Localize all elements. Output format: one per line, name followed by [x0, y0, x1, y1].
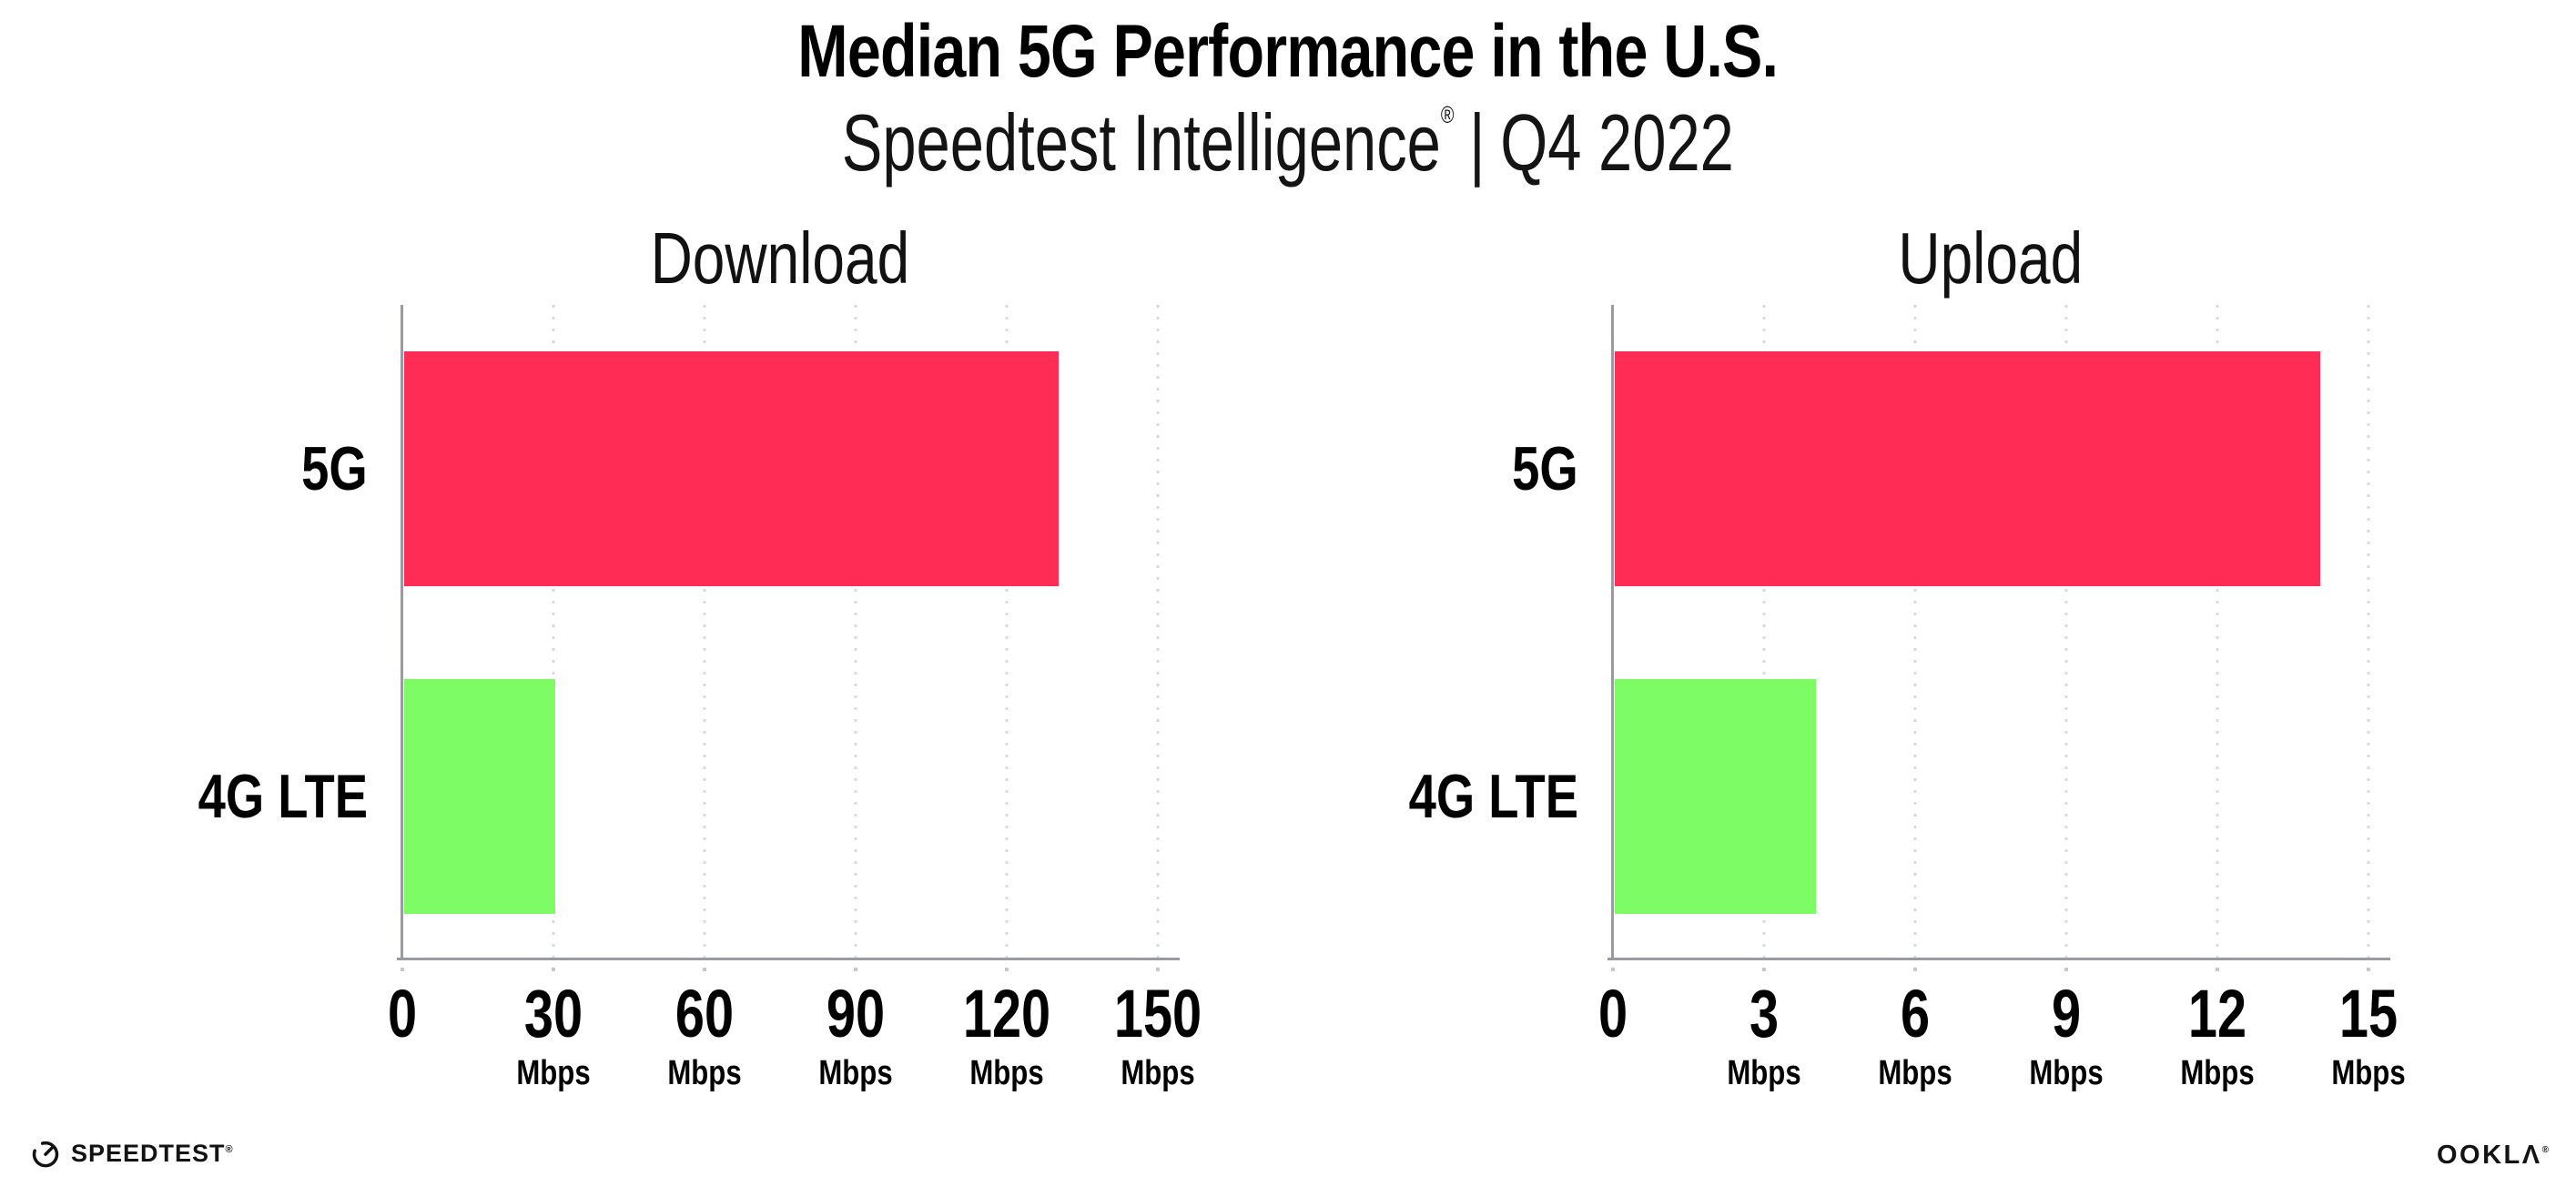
x-tick-unit: Mbps	[818, 1054, 893, 1092]
y-axis-line	[1611, 305, 1614, 960]
speedtest-wordmark: SPEEDTEST®	[71, 1139, 233, 1167]
x-tick-30: 30 Mbps	[508, 976, 598, 1092]
4g-lte-bar	[1615, 679, 1817, 914]
y-axis-line	[401, 305, 403, 960]
x-tick-value: 150	[1113, 976, 1202, 1051]
x-tick-unit: Mbps	[969, 1054, 1044, 1092]
ookla-trademark: ®	[2541, 1145, 2549, 1155]
axis-tick-dot	[2367, 968, 2370, 971]
speedtest-trademark: ®	[225, 1143, 233, 1155]
page-title-text: Median 5G Performance in the U.S.	[797, 10, 1780, 93]
x-tick-90: 90 Mbps	[810, 976, 900, 1092]
5g-category-label: 5G	[301, 434, 368, 503]
x-tick-120: 120 Mbps	[950, 976, 1062, 1092]
x-tick-value: 3	[1749, 976, 1780, 1051]
gridline-150-mbps	[1156, 305, 1160, 959]
ookla-wordmark: OOKLΛ	[2437, 1141, 2542, 1170]
x-tick-unit: Mbps	[2180, 1054, 2255, 1092]
axis-tick-dot	[552, 968, 555, 971]
x-tick-unit: Mbps	[1121, 1054, 1195, 1092]
x-tick-value: 90	[826, 976, 886, 1051]
gridline-60-mbps	[703, 305, 706, 959]
5g-bar	[404, 351, 1060, 586]
x-axis-line	[1607, 958, 2390, 960]
x-tick-value: 9	[2051, 976, 2082, 1051]
x-tick-value: 30	[523, 976, 583, 1051]
subtitle-separator: |	[1469, 97, 1486, 188]
x-tick-unit: Mbps	[667, 1054, 742, 1092]
axis-tick-dot	[1156, 968, 1160, 971]
x-tick-value: 60	[674, 976, 735, 1051]
page-title: Median 5G Performance in the U.S.	[0, 15, 2576, 89]
gridline-30-mbps	[552, 305, 555, 959]
x-tick-value: 0	[387, 976, 418, 1051]
axis-tick-dot	[2216, 968, 2219, 971]
subtitle: Speedtest Intelligence® | Q4 2022	[0, 96, 2576, 188]
x-tick-3: 3 Mbps	[1719, 976, 1809, 1092]
x-tick-0: 0	[1594, 980, 1631, 1048]
axis-tick-dot	[401, 968, 404, 971]
x-tick-value: 15	[2338, 976, 2399, 1051]
upload-plot-area: 0 3 Mbps 6 Mbps 9 Mbps 12 Mbps 15 Mbps	[1598, 305, 2406, 1090]
x-tick-unit: Mbps	[1727, 1054, 1801, 1092]
download-plot-area: 0 30 Mbps 60 Mbps 90 Mbps 120 Mbps 150 Mbps	[388, 305, 1202, 1090]
gridline-90-mbps	[854, 305, 857, 959]
x-tick-60: 60 Mbps	[659, 976, 749, 1092]
x-tick-value: 0	[1597, 976, 1628, 1051]
gridline-15-mbps	[2367, 305, 2370, 959]
gauge-icon	[32, 1141, 59, 1168]
4g-lte-category-label: 4G LTE	[198, 762, 368, 831]
upload-chart: Upload 0 3 Mbps 6 Mbps 9 Mbps 12 Mbps 15 Mbps 5G 4G…	[1409, 222, 2406, 1091]
subtitle-brand: Speedtest Intelligence	[841, 97, 1442, 188]
axis-tick-dot	[854, 968, 857, 971]
axis-tick-dot	[703, 968, 706, 971]
x-tick-value: 120	[962, 976, 1051, 1051]
axis-tick-dot	[1913, 968, 1917, 971]
ookla-logo: OOKLΛ®	[2437, 1142, 2549, 1169]
x-tick-9: 9 Mbps	[2021, 976, 2111, 1092]
gridline-12-mbps	[2216, 305, 2219, 959]
x-tick-unit: Mbps	[516, 1054, 591, 1092]
x-tick-value: 6	[1900, 976, 1931, 1051]
x-tick-unit: Mbps	[2029, 1054, 2104, 1092]
4g-lte-bar	[404, 679, 555, 914]
x-tick-value: 12	[2187, 976, 2247, 1051]
gridline-3-mbps	[1762, 305, 1766, 959]
registered-mark: ®	[1441, 101, 1455, 128]
axis-tick-dot	[1005, 968, 1009, 971]
5g-category-label: 5G	[1512, 434, 1578, 503]
x-tick-12: 12 Mbps	[2172, 976, 2262, 1092]
axis-tick-dot	[1611, 968, 1615, 971]
x-tick-0: 0	[383, 980, 421, 1048]
download-chart: Download 0 30 Mbps 60 Mbps 90 Mbps 120 Mbps 150 Mb…	[198, 222, 1202, 1091]
x-tick-unit: Mbps	[2331, 1054, 2406, 1092]
5g-bar	[1615, 351, 2320, 586]
gridline-9-mbps	[2064, 305, 2068, 959]
x-tick-15: 15 Mbps	[2323, 976, 2413, 1092]
gridline-6-mbps	[1913, 305, 1917, 959]
download-chart-title: Download	[650, 218, 910, 299]
x-axis-line	[397, 958, 1180, 960]
subtitle-period: Q4 2022	[1500, 97, 1735, 188]
axis-tick-dot	[2064, 968, 2068, 971]
upload-chart-title: Upload	[1898, 218, 2084, 299]
x-tick-6: 6 Mbps	[1870, 976, 1960, 1092]
x-tick-unit: Mbps	[1878, 1054, 1952, 1092]
4g-lte-category-label: 4G LTE	[1408, 762, 1578, 831]
axis-tick-dot	[1762, 968, 1766, 971]
speedtest-logo: SPEEDTEST®	[30, 1138, 233, 1169]
gridline-120-mbps	[1005, 305, 1009, 959]
x-tick-150: 150 Mbps	[1101, 976, 1213, 1092]
